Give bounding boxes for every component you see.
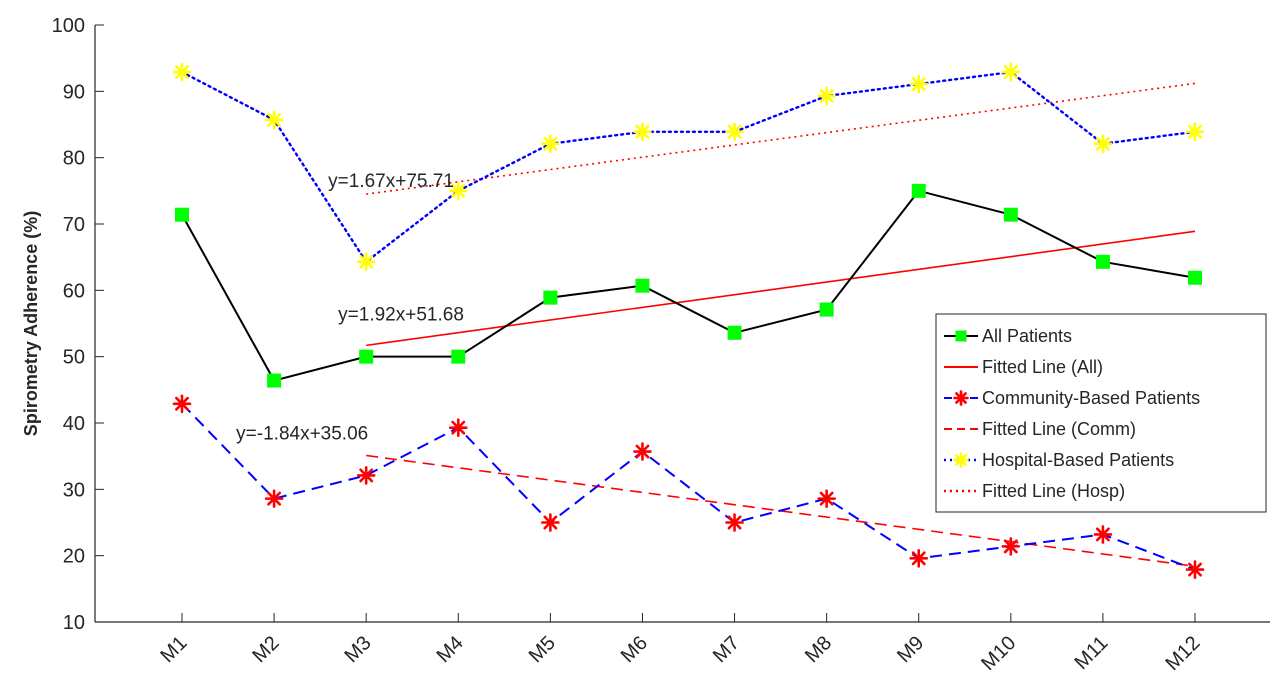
series <box>175 183 1202 388</box>
x-tick-label: M1 <box>156 632 191 667</box>
data-point <box>1185 560 1205 579</box>
legend-label: Hospital-Based Patients <box>982 450 1174 470</box>
x-tick-label: M7 <box>709 632 744 667</box>
data-point <box>448 181 468 201</box>
series-line <box>180 70 1197 264</box>
data-point <box>819 302 834 317</box>
x-tick-label: M9 <box>893 632 928 667</box>
y-tick-label: 70 <box>63 214 85 236</box>
x-tick-label: M3 <box>341 632 376 667</box>
data-point <box>953 390 969 406</box>
data-point <box>175 207 189 222</box>
legend-item: Fitted Line (Hosp) <box>944 481 1125 501</box>
y-tick-label: 40 <box>63 413 85 435</box>
data-point <box>909 549 929 568</box>
series-line <box>181 403 1196 571</box>
data-point <box>172 62 192 82</box>
legend-label: All Patients <box>982 326 1072 346</box>
legend-item: All Patients <box>944 326 1072 346</box>
y-tick-label: 10 <box>63 612 85 634</box>
data-series <box>172 62 1205 579</box>
data-point <box>1185 122 1205 142</box>
data-point <box>1001 537 1021 556</box>
y-tick-label: 100 <box>52 15 85 37</box>
legend-label: Community-Based Patients <box>982 388 1200 408</box>
fitted-line <box>366 82 1196 195</box>
data-point <box>1093 134 1113 154</box>
y-tick-label: 60 <box>63 280 85 302</box>
legend-box <box>935 313 1267 513</box>
x-tick-label: M2 <box>248 632 283 667</box>
data-point <box>541 513 560 532</box>
data-point <box>725 513 744 532</box>
legend-item: Community-Based Patients <box>944 388 1200 408</box>
series <box>172 394 1205 579</box>
data-point <box>267 373 282 388</box>
data-point <box>356 252 376 272</box>
data-point <box>953 452 969 468</box>
legend: All Patients Fitted Line (All) Community-B… <box>935 313 1267 513</box>
data-point <box>1003 207 1018 222</box>
data-point <box>543 290 558 305</box>
data-point <box>451 349 466 364</box>
y-tick-label: 30 <box>63 479 85 501</box>
equation-annotation: y=-1.84x+35.06 <box>236 424 368 445</box>
data-point <box>909 74 929 94</box>
equation-annotation: y=1.67x+75.71 <box>328 171 454 192</box>
data-point <box>541 134 560 154</box>
x-tick-label: M10 <box>977 632 1020 675</box>
x-tick-label: M5 <box>525 632 560 667</box>
x-tick-label: M11 <box>1070 632 1112 674</box>
y-tick-label: 50 <box>63 347 85 369</box>
data-point <box>1188 270 1202 285</box>
legend-item: Fitted Line (All) <box>944 357 1103 377</box>
y-tick-label: 20 <box>63 546 85 568</box>
legend-item: Fitted Line (Comm) <box>944 419 1136 439</box>
data-point <box>727 325 742 340</box>
legend-item: Hospital-Based Patients <box>944 450 1174 470</box>
annotations: y=1.67x+75.71 y=1.92x+51.68 y=-1.84x+35.06 <box>236 171 464 444</box>
data-point <box>172 394 192 414</box>
legend-label: Fitted Line (Comm) <box>982 419 1136 439</box>
data-point <box>264 489 284 508</box>
data-point <box>725 122 744 142</box>
data-point <box>359 349 374 364</box>
data-point <box>817 86 836 106</box>
series <box>172 62 1205 272</box>
legend-label: Fitted Line (All) <box>982 357 1103 377</box>
data-point <box>817 489 836 508</box>
y-axis-label: Spirometry Adherence (%) <box>21 211 41 436</box>
data-point <box>1001 62 1021 82</box>
data-point <box>356 466 376 485</box>
equation-annotation: y=1.92x+51.68 <box>338 304 464 325</box>
x-tick-label: M6 <box>617 632 652 667</box>
data-point <box>633 442 652 461</box>
data-point <box>635 278 650 293</box>
x-tick-label: M4 <box>433 632 468 667</box>
data-point <box>1095 254 1110 269</box>
y-tick-label: 90 <box>63 81 85 103</box>
y-tick-label: 80 <box>63 148 85 170</box>
x-tick-label: M8 <box>801 632 836 667</box>
data-point <box>448 418 468 437</box>
data-point <box>1093 525 1113 544</box>
legend-label: Fitted Line (Hosp) <box>982 481 1125 501</box>
data-point <box>264 110 284 130</box>
data-point <box>633 122 652 142</box>
x-tick-label: M12 <box>1161 632 1204 675</box>
data-point <box>911 183 926 198</box>
series-line <box>181 189 1196 382</box>
data-point <box>955 330 967 342</box>
